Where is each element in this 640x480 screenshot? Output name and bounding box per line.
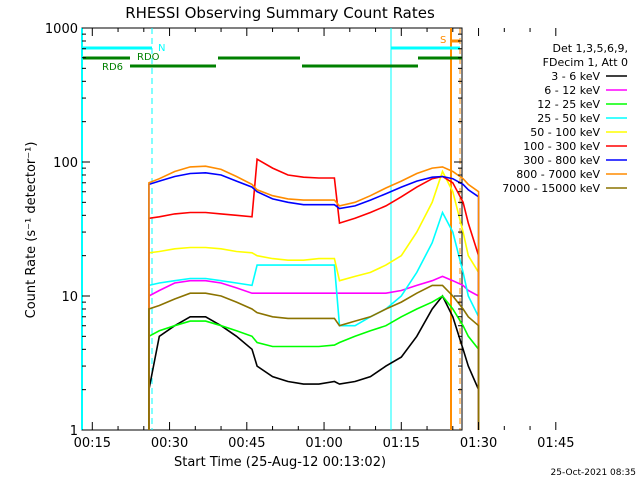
- series-line: [148, 165, 480, 430]
- x-axis-label: Start Time (25-Aug-12 00:13:02): [174, 455, 386, 470]
- series-layer: [148, 157, 480, 430]
- legend-label: 3 - 6 keV: [551, 70, 600, 83]
- legend-label: 50 - 100 keV: [530, 126, 600, 139]
- series-line: [148, 275, 480, 430]
- legend: Det 1,3,5,6,9, FDecim 1, Att 0 3 - 6 keV…: [502, 42, 628, 195]
- legend-label: 300 - 800 keV: [523, 154, 600, 167]
- legend-label: 25 - 50 keV: [537, 112, 600, 125]
- axes: 1 10 100 1000 00:15 00:30 00:45 01:00 01:15 01:30…: [45, 22, 575, 451]
- y-tick-label: 10: [61, 290, 78, 305]
- series-line: [148, 157, 480, 430]
- x-tick-label: 00:45: [228, 436, 265, 451]
- x-tick-label: 01:00: [305, 436, 342, 451]
- plot-frame: [81, 27, 463, 431]
- chart-title: RHESSI Observing Summary Count Rates: [125, 4, 435, 22]
- series-line: [148, 294, 480, 430]
- y-tick-label: 1: [70, 424, 78, 439]
- y-axis-label: Count Rate (s⁻¹ detector⁻¹): [24, 142, 39, 319]
- y-tick-label: 1000: [45, 22, 78, 37]
- status-annotation: S: [440, 35, 446, 46]
- footer-timestamp: 25-Oct-2021 08:35: [551, 468, 636, 478]
- series-line: [148, 294, 480, 430]
- series-line: [148, 171, 480, 430]
- x-tick-label: 01:45: [537, 436, 574, 451]
- x-tick-label: 00:15: [74, 436, 111, 451]
- legend-header-2: FDecim 1, Att 0: [543, 56, 628, 69]
- legend-label: 6 - 12 keV: [544, 84, 600, 97]
- status-annotation: N: [158, 43, 165, 54]
- series-line: [148, 284, 480, 430]
- legend-label: 7000 - 15000 keV: [502, 182, 600, 195]
- legend-label: 800 - 7000 keV: [516, 168, 600, 181]
- y-tick-label: 100: [53, 156, 78, 171]
- status-bands: RDO RD6 N S: [81, 28, 462, 430]
- x-tick-label: 00:30: [151, 436, 188, 451]
- legend-header-1: Det 1,3,5,6,9,: [552, 42, 628, 55]
- series-line: [148, 210, 480, 430]
- legend-label: 12 - 25 keV: [537, 98, 600, 111]
- x-tick-label: 01:15: [383, 436, 420, 451]
- status-annotation: RDO: [137, 52, 160, 63]
- series-line: [148, 169, 480, 430]
- status-annotation: RD6: [102, 62, 123, 73]
- legend-label: 100 - 300 keV: [523, 140, 600, 153]
- x-tick-label: 01:30: [460, 436, 497, 451]
